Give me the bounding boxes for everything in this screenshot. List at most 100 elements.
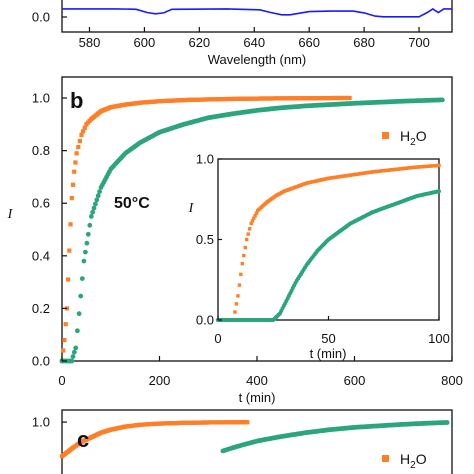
panel-b-x-ticks: 0 200 400 600 800 — [58, 356, 463, 388]
panel-a-x-tick-label: 640 — [243, 35, 265, 50]
panel-a-x-tick-label: 580 — [79, 35, 101, 50]
spectrum-line — [62, 7, 452, 18]
panel-b: 0 200 400 600 800 0.0 0.2 0.4 0.6 0.8 1.0 b I t (… — [7, 76, 463, 405]
inset-y-tick-label: 0.5 — [196, 232, 214, 247]
panel-a: 580 600 620 640 660 680 700 0.0 Wavelength (nm… — [32, 0, 453, 67]
inset-x-tick-label: 0 — [214, 331, 221, 346]
panel-b-h2o-point — [68, 222, 73, 227]
inset-d2o-point — [437, 189, 441, 194]
panel-b-h2o-point — [79, 132, 84, 137]
panel-b-d2o-point — [95, 193, 101, 199]
inset-y-axis-label: I — [188, 201, 195, 216]
inset-h2o-point — [236, 294, 240, 298]
panel-b-y-ticks: 0.0 0.2 0.4 0.6 0.8 1.0 — [32, 91, 67, 369]
panel-b-h2o-point — [72, 169, 77, 174]
panel-b-h2o-point — [76, 145, 81, 150]
panel-b-h2o-point — [73, 160, 78, 165]
panel-b-d2o-point — [84, 240, 90, 246]
panel-c-h2o-point — [245, 420, 250, 425]
panel-b-d2o-point — [97, 189, 102, 195]
panel-b-d2o-point — [75, 328, 80, 334]
panel-c-series — [59, 420, 450, 459]
legend-c-h2o-marker — [382, 455, 389, 462]
panel-b-d2o-point — [81, 258, 87, 264]
panel-b-x-tick-label: 200 — [149, 373, 171, 388]
panel-a-series — [62, 7, 452, 18]
inset-x-ticks: 0 50 100 — [214, 316, 450, 346]
inset-x-tick-label: 100 — [428, 331, 450, 346]
panel-b-d2o-point — [76, 311, 82, 317]
panel-b-d2o-point — [79, 276, 85, 281]
inset-h2o-point — [237, 283, 242, 287]
panel-b-h2o-point — [70, 182, 76, 187]
inset-h2o-point — [437, 163, 441, 168]
panel-b-series — [59, 95, 445, 364]
panel-b-d2o-point — [439, 97, 445, 103]
panel-b-h2o-point — [81, 129, 86, 134]
panel-b-d2o-point — [78, 293, 84, 299]
inset-h2o-point — [246, 232, 250, 236]
panel-a-x-ticks: 580 600 620 640 660 680 700 — [79, 27, 430, 50]
panel-b-y-tick-label: 0.8 — [32, 143, 50, 158]
panel-c-legend: H2O — [382, 451, 427, 471]
panel-b-y-axis-label: I — [7, 207, 14, 222]
panel-c-letter: c — [77, 427, 89, 452]
panel-a-frame — [61, 0, 453, 33]
inset-y-ticks: 0.0 0.5 1.0 — [196, 152, 222, 328]
panel-a-x-tick-label: 600 — [134, 35, 156, 50]
panel-b-d2o-point — [85, 231, 91, 237]
panel-b-x-tick-label: 800 — [441, 373, 463, 388]
panel-b-d2o-point — [88, 214, 94, 219]
inset-y-tick-label: 0.0 — [196, 313, 214, 328]
panel-b-x-axis-label: t (min) — [239, 390, 276, 405]
inset-x-tick-label: 50 — [321, 331, 335, 346]
panel-b-d2o-point — [70, 354, 76, 359]
inset-series — [216, 163, 441, 322]
panel-b-d2o-point — [87, 222, 93, 228]
panel-a-y-ticks: 0.0 — [32, 10, 67, 25]
inset-h2o-point — [254, 211, 259, 215]
panel-a-x-tick-label: 620 — [188, 35, 210, 50]
panel-b-y-tick-label: 0.4 — [32, 248, 50, 263]
inset-h2o-point — [248, 227, 252, 231]
legend-h2o-label: H2O — [400, 128, 427, 148]
panel-c-y-tick-label: 1.0 — [32, 415, 50, 430]
panel-b-x-tick-label: 400 — [246, 373, 268, 388]
panel-b-h2o-point — [77, 138, 82, 144]
temperature-annotation: 50°C — [114, 195, 150, 212]
panel-b-d2o-point — [93, 201, 98, 207]
panel-a-x-axis-label: Wavelength (nm) — [208, 52, 307, 67]
panel-b-y-tick-label: 0.2 — [32, 301, 50, 316]
panel-b-y-tick-label: 0.6 — [32, 196, 50, 211]
legend-h2o-marker — [382, 132, 389, 139]
panel-b-d2o-point — [91, 205, 97, 211]
panel-b-h2o-point — [69, 195, 74, 201]
inset-h2o-point — [252, 216, 256, 220]
panel-b-h2o-point — [66, 277, 71, 282]
panel-b-h2o-point — [61, 348, 66, 353]
panel-b-d2o-point — [73, 345, 79, 351]
inset-h2o-point — [243, 245, 247, 250]
inset-h2o-point — [242, 253, 246, 258]
panel-a-x-tick-label: 680 — [353, 35, 375, 50]
panel-b-h2o-point — [63, 322, 68, 327]
inset-h2o-point — [240, 261, 244, 266]
panel-b-y-tick-label: 1.0 — [32, 91, 50, 106]
panel-a-x-tick-label: 700 — [408, 35, 430, 50]
inset-h2o-point — [249, 221, 253, 226]
panel-b-d2o-point — [83, 249, 88, 255]
inset-h2o-point — [234, 302, 239, 306]
panel-b-d2o-point — [94, 197, 100, 203]
panel-b-d2o-point — [69, 358, 75, 364]
panel-c-frame — [61, 409, 453, 474]
inset-y-tick-label: 1.0 — [196, 152, 214, 167]
inset-h2o-point — [239, 272, 243, 277]
panel-c-y-ticks: 1.0 — [32, 415, 67, 430]
inset-x-axis-label: t (min) — [310, 346, 347, 361]
legend-c-h2o-label: H2O — [400, 451, 427, 471]
panel-b-h2o-point — [62, 337, 67, 343]
panel-b-d2o-point — [90, 209, 95, 215]
panel-b-h2o-point — [67, 248, 72, 253]
panel-b-d2o-point — [71, 349, 77, 355]
